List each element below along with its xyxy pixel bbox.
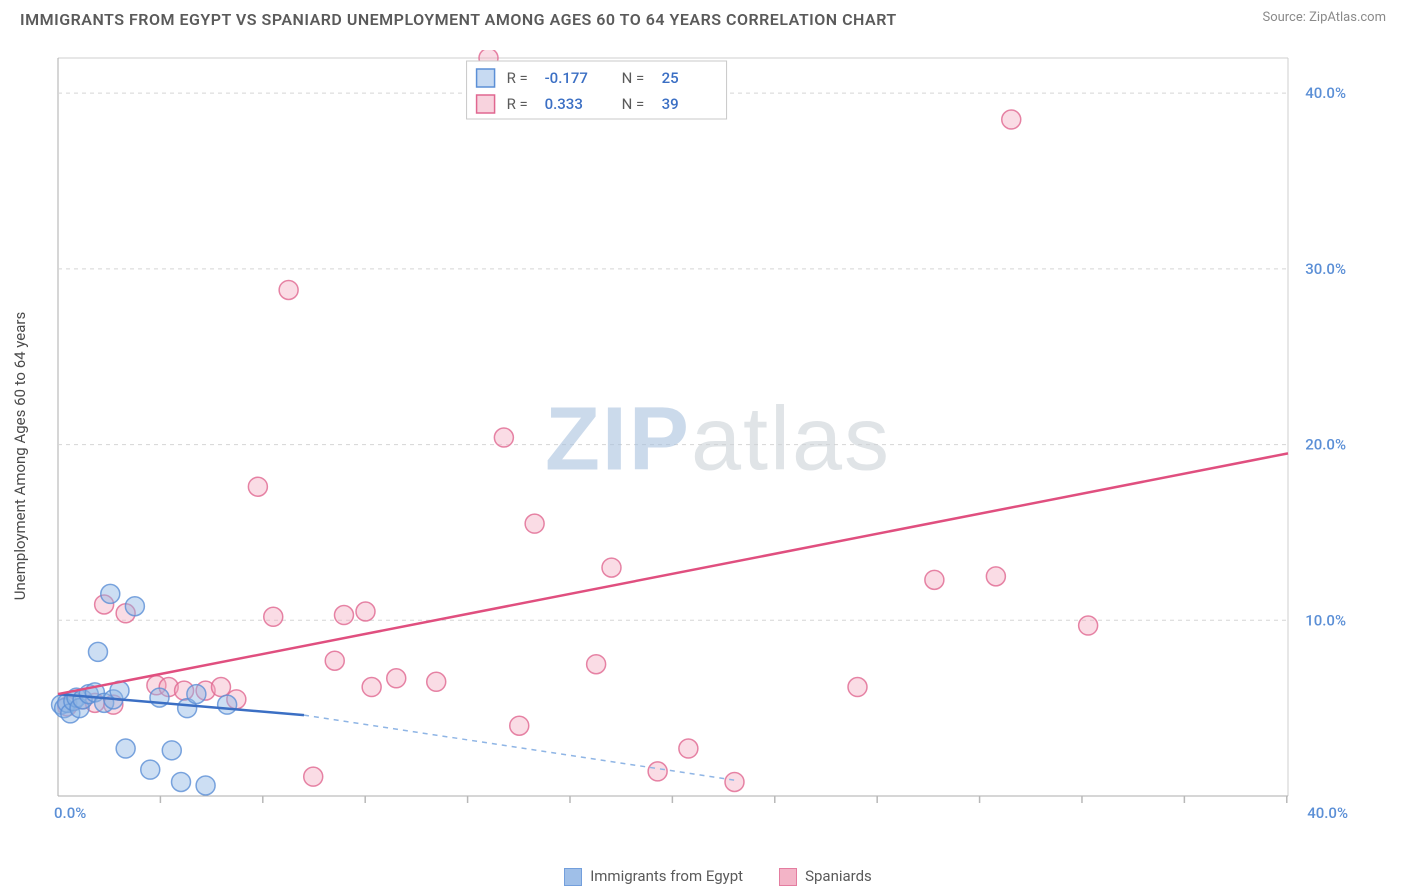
data-point — [116, 739, 135, 758]
data-point — [356, 602, 375, 621]
data-point — [602, 558, 621, 577]
data-point — [587, 655, 606, 674]
data-point — [162, 741, 181, 760]
y-tick-label: 10.0% — [1305, 611, 1346, 629]
data-point — [679, 739, 698, 758]
legend-swatch — [564, 868, 582, 886]
svg-text:N =: N = — [622, 69, 645, 87]
data-point — [264, 607, 283, 626]
legend-label: Spaniards — [805, 867, 872, 885]
svg-text:N =: N = — [622, 95, 645, 113]
y-tick-label: 20.0% — [1305, 436, 1346, 454]
svg-text:-0.177: -0.177 — [545, 69, 588, 87]
data-point — [279, 280, 298, 299]
legend-top: R = -0.177 N = 25 R = 0.333 N = 39 — [467, 61, 727, 119]
trend-line-pink — [58, 453, 1288, 694]
data-point — [187, 685, 206, 704]
data-point — [725, 772, 744, 791]
source-link[interactable]: ZipAtlas.com — [1309, 10, 1386, 25]
data-point — [304, 767, 323, 786]
x-tick-label: 40.0% — [1307, 804, 1348, 820]
y-tick-label: 30.0% — [1305, 260, 1346, 278]
data-point — [362, 678, 381, 697]
scatter-plot-svg: 10.0% 20.0% 30.0% 40.0% 0.0% 40.0% R = -0.177 N … — [50, 50, 1360, 820]
y-tick-label: 40.0% — [1305, 84, 1346, 102]
data-point — [1079, 616, 1098, 635]
data-point — [334, 606, 353, 625]
data-point — [196, 776, 215, 795]
data-point — [211, 678, 230, 697]
legend-label: Immigrants from Egypt — [590, 867, 743, 885]
legend-item: Spaniards — [779, 867, 872, 886]
data-point — [325, 651, 344, 670]
chart-header: IMMIGRANTS FROM EGYPT VS SPANIARD UNEMPL… — [0, 0, 1406, 35]
svg-text:39: 39 — [662, 95, 679, 113]
data-point — [510, 716, 529, 735]
data-point — [427, 672, 446, 691]
source-prefix: Source: — [1262, 10, 1309, 25]
legend-item: Immigrants from Egypt — [564, 867, 743, 886]
data-point — [925, 570, 944, 589]
legend-bottom: Immigrants from Egypt Spaniards — [50, 867, 1386, 886]
x-tick-label: 0.0% — [54, 804, 86, 820]
data-point — [125, 597, 144, 616]
data-point — [1002, 110, 1021, 129]
chart-title: IMMIGRANTS FROM EGYPT VS SPANIARD UNEMPL… — [20, 10, 897, 29]
data-point — [648, 762, 667, 781]
data-point — [387, 669, 406, 688]
data-point — [88, 642, 107, 661]
svg-text:0.333: 0.333 — [545, 95, 583, 113]
data-point — [525, 514, 544, 533]
svg-text:R =: R = — [507, 69, 528, 87]
data-point — [218, 695, 237, 714]
data-point — [172, 772, 191, 791]
data-point — [848, 678, 867, 697]
data-point — [248, 477, 267, 496]
data-point — [494, 428, 513, 447]
svg-text:R =: R = — [507, 95, 528, 113]
data-point — [101, 584, 120, 603]
chart-container: Unemployment Among Ages 60 to 64 years Z… — [50, 50, 1386, 862]
source-attribution: Source: ZipAtlas.com — [1262, 10, 1386, 25]
legend-swatch — [779, 868, 797, 886]
data-point — [986, 567, 1005, 586]
y-axis-label: Unemployment Among Ages 60 to 64 years — [11, 312, 29, 600]
data-point — [141, 760, 160, 779]
svg-text:25: 25 — [662, 69, 679, 87]
